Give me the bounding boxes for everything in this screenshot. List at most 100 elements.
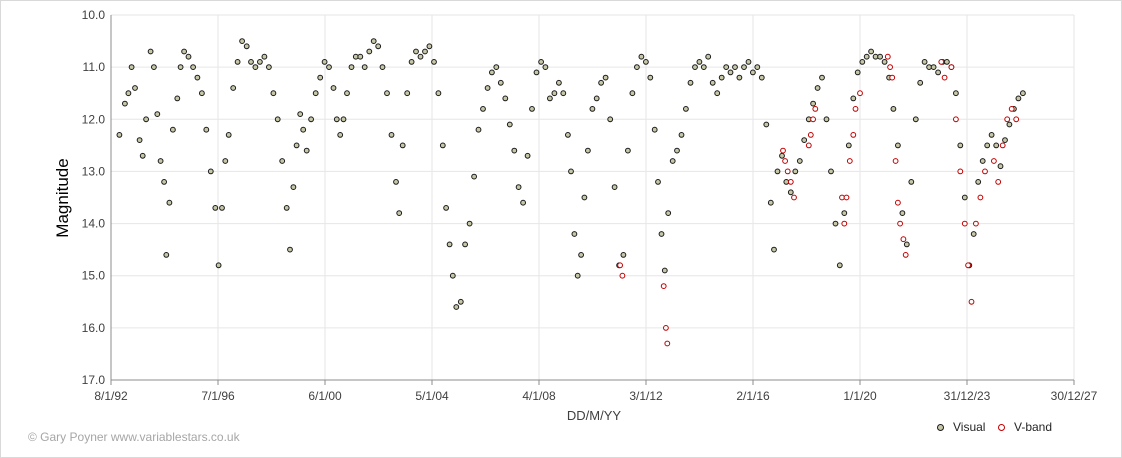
vband-point (850, 132, 857, 138)
visual-point (151, 64, 157, 70)
legend-label-visual: Visual (953, 420, 986, 434)
visual-point (683, 106, 689, 112)
visual-point (997, 163, 1004, 170)
visual-point (266, 64, 272, 70)
visual-point (333, 116, 340, 123)
visual-point (895, 142, 901, 149)
vband-point (902, 252, 909, 258)
x-axis-title: DD/M/YY (567, 408, 622, 423)
visual-point (796, 158, 803, 164)
visual-point (366, 48, 373, 55)
visual-point (449, 272, 456, 279)
visual-point (819, 74, 825, 81)
y-tick-label: 16.0 (82, 321, 106, 335)
visual-point (899, 210, 906, 217)
visual-point (489, 69, 495, 76)
visual-point (828, 168, 834, 175)
y-axis-title: Magnitude (53, 158, 72, 237)
visual-point (132, 85, 138, 91)
visual-point (185, 53, 192, 60)
visual-point (234, 59, 241, 65)
visual-point (274, 116, 281, 123)
visual-point (625, 147, 631, 154)
x-tick-label: 8/1/92 (94, 389, 128, 403)
visual-point (993, 142, 1000, 149)
vband-point (887, 64, 893, 70)
vband-point (807, 132, 814, 138)
x-tick-label: 31/12/23 (944, 389, 991, 403)
visual-point (375, 43, 382, 50)
vband-point (857, 90, 863, 97)
visual-point (763, 121, 770, 128)
visual-point (293, 142, 300, 149)
visual-point (287, 246, 293, 253)
vband-point (787, 179, 794, 185)
visual-point (643, 59, 649, 65)
visual-point (598, 79, 604, 86)
legend-entry-vband: V-band (998, 420, 1052, 434)
visual-point (1020, 90, 1026, 97)
visual-point (122, 100, 128, 107)
visual-point (219, 205, 225, 211)
vband-point (1013, 116, 1020, 123)
visual-point (859, 59, 866, 65)
visual-point (317, 74, 324, 81)
y-tick-label: 13.0 (82, 164, 106, 178)
visual-point (300, 126, 307, 133)
visual-point (484, 85, 491, 91)
vband-point (965, 262, 971, 269)
visual-point (515, 184, 522, 191)
vband-point (780, 147, 786, 154)
visual-point (497, 79, 504, 86)
vband-point (884, 53, 891, 60)
visual-point (593, 95, 600, 102)
visual-point (344, 90, 350, 97)
visual-point (589, 106, 596, 112)
legend-marker-visual (937, 423, 944, 431)
vband-point (843, 194, 850, 201)
visual-point (493, 64, 500, 70)
visual-point (908, 179, 915, 185)
visual-point (665, 210, 672, 217)
visual-point (520, 199, 526, 206)
visual-point (312, 90, 319, 97)
visual-point (687, 79, 694, 86)
visual-point (953, 90, 959, 97)
visual-point (361, 64, 368, 70)
visual-point (143, 116, 150, 123)
visual-point (326, 64, 332, 70)
visual-point (836, 262, 843, 269)
visual-point (718, 74, 725, 81)
visual-point (222, 158, 229, 164)
visual-point (283, 205, 290, 211)
visual-point (357, 53, 364, 60)
visual-point (767, 199, 774, 206)
x-tick-label: 1/1/20 (843, 389, 877, 403)
visual-point (674, 147, 680, 154)
vband-point (664, 340, 671, 347)
visual-point (480, 106, 486, 112)
visual-point (538, 59, 544, 65)
vband-point (968, 298, 975, 305)
visual-point (565, 132, 571, 138)
visual-point (466, 220, 473, 227)
visual-point (638, 53, 645, 60)
visual-point (863, 53, 870, 60)
visual-point (669, 158, 676, 164)
vband-point (999, 142, 1006, 149)
visual-point (547, 95, 553, 102)
vband-point (663, 325, 669, 331)
visual-point (647, 74, 654, 81)
visual-point (988, 132, 995, 138)
visual-point (230, 85, 237, 91)
visual-point (792, 168, 799, 175)
visual-point (308, 116, 315, 123)
visual-point (585, 147, 591, 154)
visual-point (774, 168, 781, 175)
visual-point (714, 90, 721, 97)
visual-point (446, 241, 453, 248)
vband-point (897, 220, 903, 227)
vband-point (982, 168, 988, 175)
visual-point (163, 252, 170, 258)
vband-point (841, 220, 848, 227)
